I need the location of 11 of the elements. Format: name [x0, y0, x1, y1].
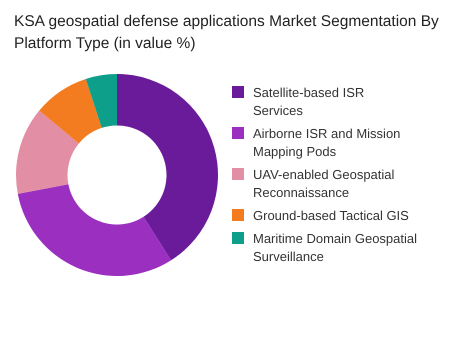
chart-title: KSA geospatial defense applications Market Segmentation By Platform Type (in value %)	[14, 13, 440, 52]
legend-label: Maritime Domain Geospatial Surveillance	[253, 231, 418, 264]
donut-slice	[86, 74, 117, 128]
legend-label: Ground-based Tactical GIS	[253, 208, 410, 223]
donut-slice	[39, 78, 102, 144]
donut-slice	[16, 110, 79, 194]
legend-label: Airborne ISR and Mission Mapping Pods	[253, 126, 400, 159]
donut-slice	[18, 184, 172, 276]
legend-label: Satellite-based ISR Services	[253, 85, 364, 118]
donut-slice	[117, 74, 218, 260]
legend-label: UAV-enabled Geospatial Reconnaissance	[253, 167, 395, 200]
